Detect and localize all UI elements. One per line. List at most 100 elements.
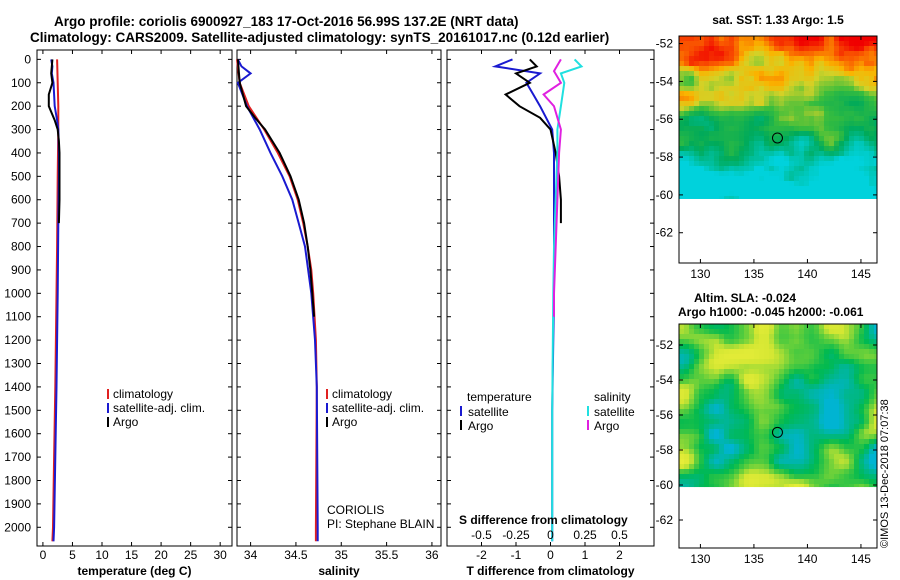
map-cell <box>714 359 720 365</box>
lat-tick-label: -52 <box>656 37 674 51</box>
map-cell <box>844 181 850 187</box>
map-cell <box>789 166 795 172</box>
map-cell <box>699 439 705 445</box>
map-cell <box>869 151 875 157</box>
map-cell <box>784 344 790 350</box>
map-cell <box>824 196 830 199</box>
map-cell <box>814 469 820 475</box>
map-cell <box>709 166 715 172</box>
map-cell <box>769 126 775 132</box>
map-cell <box>784 126 790 132</box>
map-cell <box>854 111 860 117</box>
map-cell <box>819 76 825 82</box>
map-cell <box>704 181 710 187</box>
map-cell <box>689 126 695 132</box>
map-cell <box>869 91 875 97</box>
map-cell <box>809 414 815 420</box>
map-cell <box>779 186 785 192</box>
map-cell <box>779 444 785 450</box>
map-cell <box>824 76 830 82</box>
map-cell <box>869 86 875 92</box>
map-cell <box>704 399 710 405</box>
map-cell <box>769 166 775 172</box>
map-cell <box>784 61 790 67</box>
operator-annotation: PI: Stephane BLAIN <box>327 517 434 531</box>
map-cell <box>824 186 830 192</box>
map-cell <box>834 171 840 177</box>
map-cell <box>769 369 775 375</box>
map-cell <box>749 91 755 97</box>
map-cell <box>724 334 730 340</box>
map-cell <box>869 96 875 102</box>
map-cell <box>714 186 720 192</box>
map-cell <box>819 186 825 192</box>
map-cell <box>809 384 815 390</box>
map-cell <box>794 359 800 365</box>
map-cell <box>809 329 815 335</box>
map-cell <box>764 146 770 152</box>
map-cell <box>819 364 825 370</box>
map-cell <box>779 454 785 460</box>
map-cell <box>829 66 835 72</box>
map-cell <box>744 374 750 380</box>
map-cell <box>834 56 840 62</box>
map-cell <box>694 364 700 370</box>
map-cell <box>734 359 740 365</box>
map-cell <box>779 419 785 425</box>
map-cell <box>684 146 690 152</box>
map-cell <box>704 409 710 415</box>
map-cell <box>679 479 685 485</box>
map-cell <box>859 46 865 52</box>
map-cell <box>874 56 878 62</box>
map-cell <box>804 449 810 455</box>
map-cell <box>679 369 685 375</box>
map-cell <box>849 136 855 142</box>
map-cell <box>799 181 805 187</box>
map-cell <box>764 324 770 330</box>
map-cell <box>699 349 705 355</box>
map-cell <box>729 409 735 415</box>
map-cell <box>764 126 770 132</box>
map-cell <box>694 186 700 192</box>
map-cell <box>744 479 750 485</box>
map-cell <box>719 186 725 192</box>
map-cell <box>844 379 850 385</box>
map-cell <box>679 81 685 87</box>
map-cell <box>749 191 755 197</box>
map-cell <box>764 166 770 172</box>
map-cell <box>744 101 750 107</box>
map-cell <box>789 444 795 450</box>
map-cell <box>714 364 720 370</box>
map-cell <box>704 424 710 430</box>
map-cell <box>809 364 815 370</box>
map-cell <box>794 334 800 340</box>
map-cell <box>849 171 855 177</box>
map-cell <box>874 379 878 385</box>
map-cell <box>704 56 710 62</box>
map-cell <box>839 369 845 375</box>
map-cell <box>854 384 860 390</box>
map-cell <box>709 474 715 480</box>
map-cell <box>824 334 830 340</box>
map-cell <box>734 409 740 415</box>
map-cell <box>799 374 805 380</box>
map-cell <box>844 459 850 465</box>
map-cell <box>824 419 830 425</box>
map-cell <box>744 369 750 375</box>
map-cell <box>804 121 810 127</box>
depth-tick-label: 300 <box>11 123 31 137</box>
map-cell <box>709 384 715 390</box>
map-cell <box>749 404 755 410</box>
map-cell <box>789 404 795 410</box>
map-cell <box>729 186 735 192</box>
map-cell <box>864 126 870 132</box>
map-cell <box>874 349 878 355</box>
map-cell <box>754 176 760 182</box>
map-cell <box>689 151 695 157</box>
map-cell <box>679 424 685 430</box>
map-cell <box>714 419 720 425</box>
map-cell <box>864 414 870 420</box>
map-cell <box>849 51 855 57</box>
map-cell <box>874 429 878 435</box>
map-cell <box>689 36 695 42</box>
